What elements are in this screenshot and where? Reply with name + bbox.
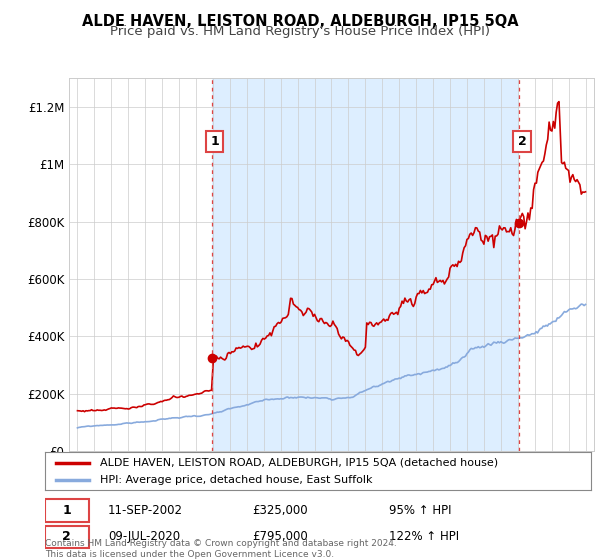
Bar (212, 78, 520, 451)
Text: 11-SEP-2002: 11-SEP-2002 (108, 504, 183, 517)
Text: 1: 1 (210, 135, 219, 148)
Text: 09-JUL-2020: 09-JUL-2020 (108, 530, 180, 543)
Text: 2: 2 (62, 530, 71, 543)
Text: 122% ↑ HPI: 122% ↑ HPI (389, 530, 459, 543)
Text: £795,000: £795,000 (253, 530, 308, 543)
Text: £325,000: £325,000 (253, 504, 308, 517)
FancyBboxPatch shape (45, 526, 89, 548)
Text: HPI: Average price, detached house, East Suffolk: HPI: Average price, detached house, East… (100, 475, 372, 486)
Text: 1: 1 (62, 504, 71, 517)
Text: ALDE HAVEN, LEISTON ROAD, ALDEBURGH, IP15 5QA: ALDE HAVEN, LEISTON ROAD, ALDEBURGH, IP1… (82, 14, 518, 29)
Text: Contains HM Land Registry data © Crown copyright and database right 2024.
This d: Contains HM Land Registry data © Crown c… (45, 539, 397, 559)
Text: Price paid vs. HM Land Registry's House Price Index (HPI): Price paid vs. HM Land Registry's House … (110, 25, 490, 38)
Text: 2: 2 (518, 135, 526, 148)
Text: 95% ↑ HPI: 95% ↑ HPI (389, 504, 451, 517)
FancyBboxPatch shape (45, 499, 89, 521)
Text: ALDE HAVEN, LEISTON ROAD, ALDEBURGH, IP15 5QA (detached house): ALDE HAVEN, LEISTON ROAD, ALDEBURGH, IP1… (100, 458, 498, 468)
